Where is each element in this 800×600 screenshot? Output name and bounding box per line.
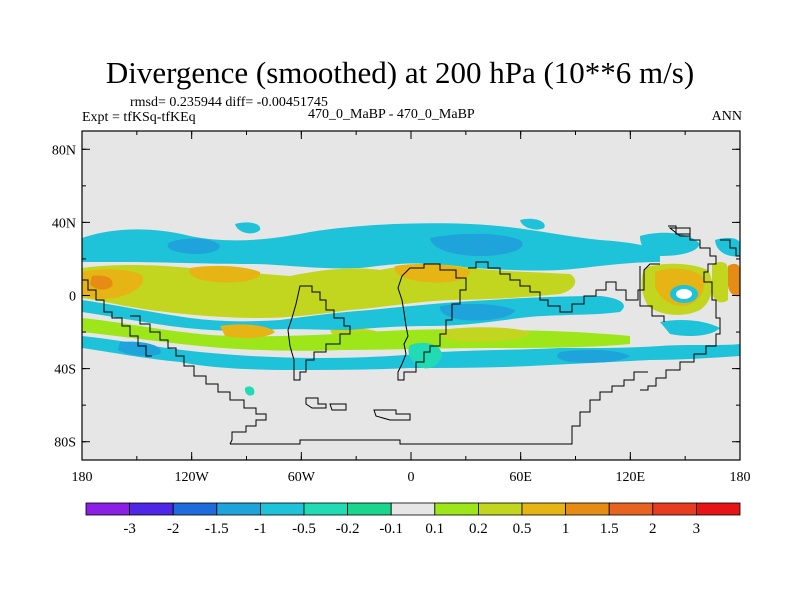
colorbar-label: -0.2 [336,521,360,537]
season-label: ANN [711,109,742,124]
contour-region [118,341,161,357]
coastline-north-america [82,279,152,357]
colorbar-label: -0.1 [379,521,403,537]
coastline-island [305,397,327,409]
lat-tick-label: 80N [52,143,76,158]
contour-region [557,349,630,363]
contour-region [167,238,220,254]
colorbar-swatch [172,502,218,516]
colorbar-swatch [565,502,610,516]
colorbar-swatch [129,502,174,516]
colorbar-label: -2 [167,521,180,537]
lon-tick-label: 180 [730,470,751,485]
case-label: 470_0_MaBP - 470_0_MaBP [308,107,475,122]
colorbar-label: 2 [649,521,657,537]
colorbar-label: 0.2 [469,521,488,537]
colorbar-swatch [477,502,523,516]
lat-tick-label: 80S [54,436,76,451]
stats-line: rmsd= 0.235944 diff= -0.00451745 [130,95,328,110]
contour-region [244,386,255,396]
contour-region [430,233,523,256]
coastline-south-america [287,285,351,381]
coastline-antarctica [230,371,648,445]
coastline-east-asia [640,225,721,391]
plot-title: Divergence (smoothed) at 200 hPa (10**6 … [105,55,695,90]
contour-region [220,324,275,339]
contour-region [235,222,261,234]
lat-tick-label: 0 [69,290,76,305]
contour-region [640,232,700,256]
colorbar-swatch [216,502,261,516]
contour-region [189,265,261,283]
lat-tick-label: 40S [54,363,76,378]
colorbar-label: -1.5 [205,521,229,537]
colorbar-label: 1 [562,521,570,537]
lon-tick-label: 60E [509,470,532,485]
lon-tick-label: 120E [616,470,646,485]
colorbar-swatch [390,502,436,516]
colorbar-swatch [259,502,305,516]
contour-region [712,262,728,303]
contour-region [394,263,471,283]
experiment-label: Expt = tfKSq-tfKEq [82,110,196,125]
colorbar-label: -0.5 [292,521,316,537]
colorbar-swatch [696,502,741,516]
contour-region [82,223,660,271]
lat-tick-label: 40N [52,216,76,231]
contour-region [439,303,515,321]
contour-region [660,320,720,336]
colorbar-label: -3 [123,521,136,537]
colorbar-label: -1 [254,521,267,537]
colorbar: -3 -2 -1.5 -1 -0.5 -0.2 -0.1 0.1 0.2 0.5 1 1.5 2 3 [85,502,741,537]
colorbar-label: 3 [693,521,701,537]
coastline-east-asia [720,239,740,257]
colorbar-label: 0.1 [425,521,444,537]
colorbar-label: 1.5 [600,521,619,537]
coastline-island [373,409,411,421]
contour-fill-layer [82,218,740,396]
coastline-island [329,403,347,411]
coastline-layer [82,225,740,445]
colorbar-swatch [303,502,348,516]
colorbar-swatch [652,502,697,516]
lon-tick-label: 180 [72,470,93,485]
contour-region [676,289,692,299]
colorbar-label: 0.5 [513,521,532,537]
coastline-maritime [639,266,665,322]
lon-tick-label: 60W [288,470,316,485]
contour-region [715,237,740,257]
colorbar-swatch [521,502,566,516]
colorbar-swatch [85,502,130,516]
axes-layer: 80N 40N 0 40S 80S 180 120W 60W 0 60E 120E 180 [52,131,751,485]
coastline-india-asia [468,261,660,313]
coastline-africa [397,263,467,381]
colorbar-swatch [434,502,479,516]
contour-region [90,275,113,290]
contour-region [520,218,545,230]
colorbar-swatch [608,502,654,516]
lon-tick-label: 0 [408,470,415,485]
contour-region [728,263,740,297]
coastline-greenland [668,227,691,237]
colorbar-swatch [347,502,392,516]
coastline-central-america [130,315,267,445]
contour-region [439,327,530,342]
contour-region [82,318,630,351]
lon-tick-label: 120W [175,470,210,485]
